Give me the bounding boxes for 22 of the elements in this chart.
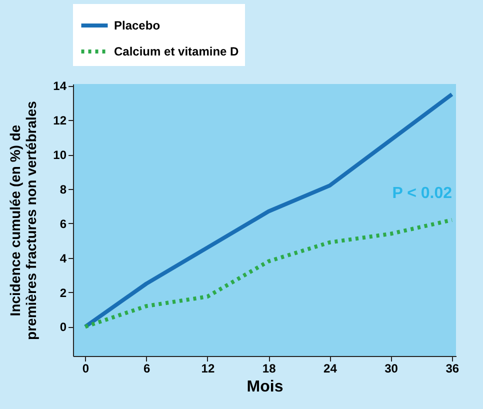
legend-label: Placebo bbox=[114, 18, 160, 32]
y-tick-label: 4 bbox=[60, 251, 67, 266]
y-tick-label: 10 bbox=[53, 148, 67, 162]
legend-label: Calcium et vitamine D bbox=[114, 44, 240, 58]
y-tick-label: 14 bbox=[53, 79, 67, 94]
x-tick-label: 24 bbox=[324, 362, 338, 376]
x-tick-label: 6 bbox=[143, 362, 150, 376]
x-tick-label: 36 bbox=[446, 362, 460, 376]
x-axis-title: Mois bbox=[246, 378, 284, 396]
annotation: P < 0.02 bbox=[392, 184, 452, 202]
line-series bbox=[83, 218, 454, 329]
y-tick-label: 0 bbox=[60, 320, 67, 334]
y-axis-title: Incidence cumulée (en %) de premières fractures non vertébrales bbox=[7, 100, 40, 340]
x-tick-label: 12 bbox=[201, 362, 215, 376]
x-tick-label: 30 bbox=[384, 362, 398, 376]
x-tick-label: 0 bbox=[82, 362, 90, 376]
x-tick-label: 18 bbox=[262, 362, 276, 376]
y-tick-label: 2 bbox=[60, 286, 67, 300]
line-series bbox=[83, 92, 454, 329]
y-tick-label: 8 bbox=[60, 182, 67, 197]
y-tick-label: 6 bbox=[60, 216, 67, 231]
y-tick-label: 12 bbox=[53, 114, 67, 128]
